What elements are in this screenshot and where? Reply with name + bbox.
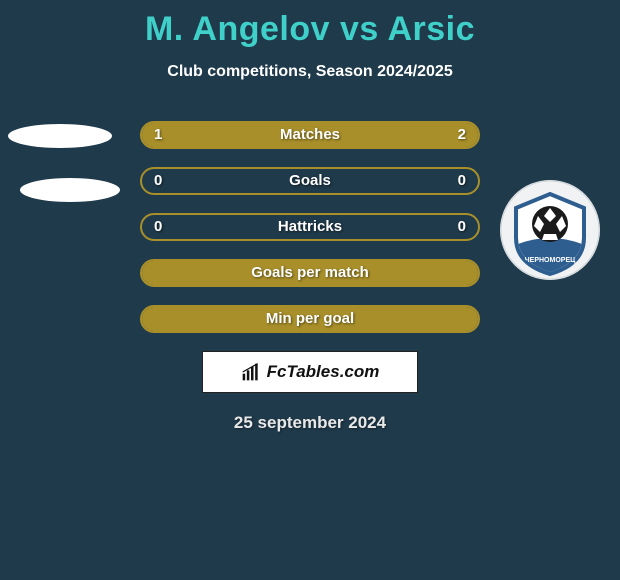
bar-label: Hattricks (142, 215, 478, 239)
club-crest-svg: ЧЕРНОМОРЕЦ (500, 180, 600, 280)
stat-bar-row: Goals0 0 (140, 167, 480, 195)
stat-bar-row: Min per goal (140, 305, 480, 333)
bar-value-right: 0 (458, 215, 466, 239)
bar-label: Matches (142, 123, 478, 147)
fctables-label: FcTables.com (267, 362, 380, 382)
bar-value-right: 0 (458, 169, 466, 193)
chart-icon (241, 362, 261, 382)
stat-bar-row: Hattricks0 0 (140, 213, 480, 241)
decor-ellipse (8, 124, 112, 148)
comparison-card: M. Angelov vs Arsic Club competitions, S… (0, 0, 620, 580)
page-title: M. Angelov vs Arsic (0, 0, 620, 49)
stat-bar-row: Matches1 2 (140, 121, 480, 149)
fctables-watermark: FcTables.com (202, 351, 418, 393)
club-logo: ЧЕРНОМОРЕЦ (500, 180, 600, 280)
bar-label: Goals per match (142, 261, 478, 285)
decor-ellipse (20, 178, 120, 202)
bar-value-right: 2 (458, 123, 466, 147)
bar-label: Goals (142, 169, 478, 193)
bar-label: Min per goal (142, 307, 478, 331)
bar-value-left: 1 (154, 123, 162, 147)
stat-bar-row: Goals per match (140, 259, 480, 287)
bar-value-left: 0 (154, 215, 162, 239)
date-label: 25 september 2024 (0, 413, 620, 433)
svg-text:ЧЕРНОМОРЕЦ: ЧЕРНОМОРЕЦ (525, 257, 576, 264)
bar-value-left: 0 (154, 169, 162, 193)
subtitle: Club competitions, Season 2024/2025 (0, 63, 620, 81)
